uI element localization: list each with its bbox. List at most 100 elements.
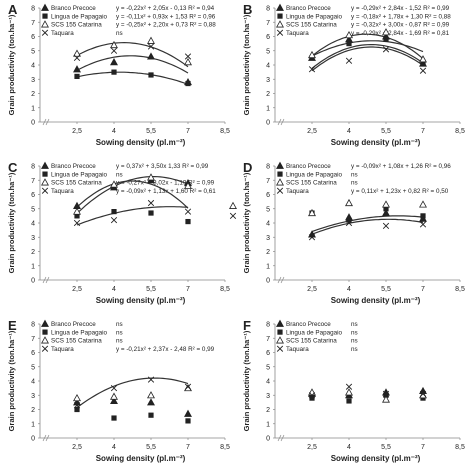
y-tick-label: 4 xyxy=(31,63,35,70)
x-tick-label: 7 xyxy=(421,286,425,293)
data-point xyxy=(382,46,390,53)
y-tick-label: 8 xyxy=(266,164,270,171)
y-tick-label: 4 xyxy=(31,379,35,386)
y-tick-label: 8 xyxy=(31,6,35,13)
axis-break-mark xyxy=(277,276,285,284)
legend-label: Taquara xyxy=(51,188,74,195)
equation-label: ns xyxy=(351,329,358,336)
data-point xyxy=(419,67,427,74)
data-point xyxy=(147,376,155,383)
y-tick-label: 6 xyxy=(31,34,35,41)
x-tick-label: 2,5 xyxy=(307,128,317,135)
axis-break-mark xyxy=(42,434,50,442)
data-point xyxy=(308,50,316,59)
y-tick-label: 6 xyxy=(266,192,270,199)
data-point xyxy=(382,208,390,217)
y-tick-label: 0 xyxy=(31,436,35,443)
legend-label: Branco Precoce xyxy=(286,163,331,170)
x-tick-label: 7 xyxy=(186,128,190,135)
x-axis-title: Sowing density (pl.m⁻²) xyxy=(331,296,421,305)
data-point xyxy=(110,180,118,188)
data-point xyxy=(419,390,427,397)
y-tick-label: 1 xyxy=(266,421,270,428)
legend-label: Lingua de Papagaio xyxy=(51,13,108,20)
y-tick-label: 6 xyxy=(266,350,270,357)
x-axis-title: Sowing density (pl.m⁻²) xyxy=(96,138,186,147)
equation-label: y = -0,09x² + 1,08x + 1,26 R² = 0,96 xyxy=(351,163,451,170)
data-point xyxy=(383,36,389,42)
legend-marker xyxy=(276,336,284,344)
data-point xyxy=(308,66,316,73)
y-tick-label: 3 xyxy=(266,77,270,84)
data-point xyxy=(382,395,390,403)
data-point xyxy=(148,72,154,78)
equation-label: y = -0,32x² + 3,00x - 0,87 R² = 0,99 xyxy=(351,22,450,29)
fit-curve-branco-precoce xyxy=(76,180,189,209)
x-tick-label: 8,5 xyxy=(455,286,465,293)
fit-curve-scs-155-catarina xyxy=(76,41,189,68)
data-point xyxy=(345,57,353,64)
outlier-point xyxy=(229,212,237,219)
data-point xyxy=(420,213,426,219)
y-tick-label: 2 xyxy=(266,249,270,256)
y-tick-label: 3 xyxy=(31,235,35,242)
y-axis-title: Grain productivity (ton.ha⁻¹) xyxy=(7,172,16,273)
y-tick-label: 3 xyxy=(31,77,35,84)
y-tick-label: 8 xyxy=(31,164,35,171)
x-tick-label: 4 xyxy=(347,444,351,451)
data-point xyxy=(184,384,192,392)
data-point xyxy=(73,54,81,61)
data-point xyxy=(382,390,390,397)
data-point xyxy=(73,65,81,73)
y-axis-title: Grain productivity (ton.ha⁻¹) xyxy=(242,172,251,273)
x-tick-label: 2,5 xyxy=(307,444,317,451)
y-tick-label: 1 xyxy=(266,263,270,270)
panel-B: B 0 1 2 3 4 5 6 7 8 2,5 4 5,5 7 8,5 Sowing density (pl.… xyxy=(242,2,465,147)
y-tick-label: 6 xyxy=(266,34,270,41)
y-tick-label: 8 xyxy=(31,322,35,329)
data-point xyxy=(308,234,316,241)
legend-marker xyxy=(42,329,48,335)
data-point xyxy=(184,409,192,417)
equation-label: y = -0,29x² + 2,84x - 1,69 R² = 0,81 xyxy=(351,30,450,37)
equation-label: ns xyxy=(116,338,123,345)
equation-label: y = -0,18x² + 1,78x + 1,30 R² = 0,88 xyxy=(351,13,451,20)
equation-label: ns xyxy=(351,338,358,345)
data-point xyxy=(308,388,316,396)
data-point xyxy=(308,208,316,217)
axis-break-mark xyxy=(277,118,285,126)
legend-label: SCS 155 Catarina xyxy=(51,180,102,187)
data-point xyxy=(345,198,353,207)
x-tick-label: 5,5 xyxy=(381,444,391,451)
x-tick-label: 4 xyxy=(112,128,116,135)
y-tick-label: 4 xyxy=(266,221,270,228)
data-point xyxy=(73,49,81,57)
y-tick-label: 4 xyxy=(266,379,270,386)
data-point xyxy=(184,58,192,66)
data-point xyxy=(110,40,118,49)
data-point xyxy=(184,383,192,390)
legend-marker xyxy=(41,161,49,169)
equation-label: ns xyxy=(116,321,123,328)
data-point xyxy=(346,398,352,404)
equation-label: y = -0,21x² + 2,37x - 2,48 R² = 0,99 xyxy=(116,346,215,353)
y-tick-label: 3 xyxy=(266,235,270,242)
legend-label: Taquara xyxy=(286,346,309,353)
data-point xyxy=(382,28,390,36)
data-point xyxy=(111,209,117,215)
y-tick-label: 3 xyxy=(31,393,35,400)
x-tick-label: 7 xyxy=(186,286,190,293)
data-point xyxy=(73,402,81,409)
equation-label: ns xyxy=(351,321,358,328)
panel-letter: F xyxy=(243,318,251,333)
x-tick-label: 2,5 xyxy=(72,444,82,451)
x-axis-title: Sowing density (pl.m⁻²) xyxy=(96,296,186,305)
y-axis-title: Grain productivity (ton.ha⁻¹) xyxy=(7,330,16,431)
panel-C: C 0 1 2 3 4 5 6 7 8 2,5 4 5,5 7 8,5 Sowing density (pl.… xyxy=(7,160,237,305)
fit-curve-taquara xyxy=(311,46,424,72)
y-tick-label: 8 xyxy=(266,6,270,13)
equation-label: y = 0,11x² + 1,23x + 0,82 R² = 0,50 xyxy=(351,188,449,195)
data-point xyxy=(148,210,154,216)
x-tick-label: 8,5 xyxy=(220,286,230,293)
